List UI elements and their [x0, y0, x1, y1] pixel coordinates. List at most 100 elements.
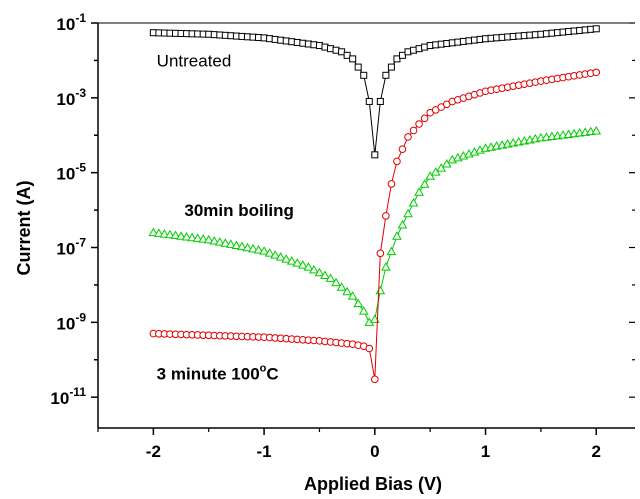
- data-point: [393, 157, 401, 166]
- data-point: [248, 243, 258, 253]
- x-tick-label: -2: [146, 442, 161, 461]
- data-point: [386, 246, 397, 256]
- annotation-boiling: 30min boiling: [184, 201, 294, 220]
- data-point: [292, 258, 303, 267]
- data-point: [408, 197, 419, 207]
- data-point: [165, 229, 175, 239]
- data-point: [592, 25, 600, 33]
- data-point: [365, 97, 373, 105]
- data-point: [381, 262, 391, 271]
- data-point: [214, 237, 225, 246]
- data-point: [170, 230, 181, 240]
- data-point: [314, 267, 325, 277]
- data-point: [425, 171, 436, 180]
- data-point: [430, 167, 441, 176]
- tick-labels: -2 -1 0 1 2 10-11 10-9 10-7 10-5 10-3 10-1: [50, 11, 601, 461]
- data-point: [253, 244, 264, 254]
- data-point: [415, 120, 423, 128]
- data-point: [325, 273, 336, 282]
- data-point: [409, 126, 418, 135]
- x-axis-title: Applied Bias (V): [304, 474, 442, 494]
- data-point: [281, 254, 292, 263]
- data-point: [303, 262, 314, 271]
- data-point: [353, 298, 364, 308]
- annotation-heated: 3 minute 100oC: [157, 362, 279, 383]
- data-point: [414, 187, 424, 196]
- data-point: [403, 208, 413, 218]
- x-tick-label: -1: [257, 442, 272, 461]
- data-point: [231, 240, 242, 249]
- data-point: [392, 231, 402, 240]
- data-point: [237, 241, 247, 251]
- data-point: [375, 285, 386, 295]
- data-point: [369, 314, 380, 323]
- data-point: [198, 234, 209, 243]
- series-boiling: [148, 125, 602, 326]
- data-point: [181, 231, 192, 241]
- data-point: [259, 246, 269, 255]
- data-point: [591, 125, 602, 135]
- data-point: [398, 145, 407, 153]
- data-point: [320, 270, 330, 280]
- data-point: [209, 235, 220, 245]
- y-tick-label: 10-11: [50, 385, 86, 408]
- data-point: [309, 264, 319, 274]
- series-line: [153, 130, 597, 324]
- data-point: [264, 248, 275, 257]
- data-point: [176, 231, 186, 240]
- series-untreated: [149, 25, 600, 159]
- data-point: [242, 242, 253, 252]
- data-point: [148, 227, 159, 237]
- data-point: [387, 180, 396, 188]
- data-point: [354, 63, 362, 71]
- data-point: [376, 97, 384, 105]
- y-tick-label: 10-1: [56, 11, 86, 34]
- data-point: [286, 256, 297, 265]
- data-point: [419, 179, 430, 188]
- data-point: [203, 234, 214, 244]
- data-point: [349, 55, 357, 63]
- annotation-untreated: Untreated: [157, 52, 232, 71]
- data-point: [436, 163, 447, 172]
- ticks-layer: [91, 22, 635, 435]
- data-point: [360, 71, 368, 79]
- data-point: [270, 250, 281, 259]
- data-point: [592, 68, 601, 77]
- series-layer: [148, 25, 602, 384]
- data-point: [382, 212, 390, 220]
- y-tick-label: 10-7: [56, 236, 86, 259]
- annotations: Untreated 30min boiling 3 minute 100oC: [157, 52, 294, 384]
- data-point: [441, 158, 452, 168]
- y-tick-label: 10-5: [56, 161, 86, 184]
- x-tick-label: 0: [370, 442, 379, 461]
- data-point: [187, 232, 197, 242]
- data-point: [393, 55, 401, 63]
- data-point: [192, 233, 203, 242]
- data-point: [420, 114, 429, 123]
- data-point: [336, 282, 347, 291]
- data-point: [226, 239, 236, 248]
- data-point: [297, 260, 308, 269]
- data-point: [382, 71, 390, 79]
- data-point: [358, 306, 369, 315]
- data-point: [347, 291, 358, 300]
- data-point: [365, 344, 374, 353]
- series-heated: [149, 68, 601, 384]
- x-tick-label: 1: [481, 442, 490, 461]
- data-point: [404, 133, 412, 141]
- data-point: [398, 51, 406, 59]
- data-point: [331, 277, 341, 287]
- data-point: [338, 48, 346, 56]
- data-point: [371, 375, 379, 384]
- y-tick-label: 10-3: [56, 86, 86, 109]
- data-point: [159, 229, 170, 238]
- y-tick-label: 10-9: [56, 310, 86, 333]
- data-point: [275, 252, 286, 261]
- data-point: [397, 219, 408, 229]
- data-point: [376, 249, 385, 258]
- data-point: [154, 228, 164, 237]
- x-tick-label: 2: [592, 442, 601, 461]
- y-axis-title: Current (A): [14, 181, 34, 276]
- data-point: [220, 238, 231, 247]
